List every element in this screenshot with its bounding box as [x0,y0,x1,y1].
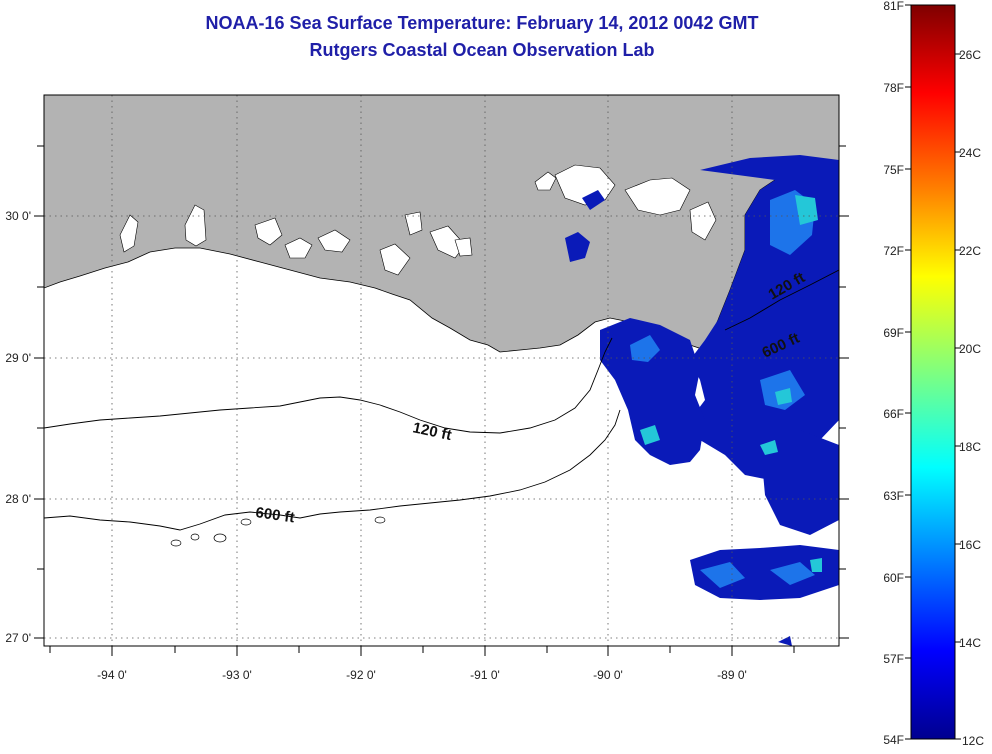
lake [284,237,313,259]
colorbar-f-label: 72F [883,244,904,258]
colorbar-c-label: 22C [959,244,981,258]
lon-label: -89 0' [717,668,747,682]
lon-label: -91 0' [470,668,500,682]
lake [317,229,351,253]
lake [689,201,717,241]
contour-120ft [44,337,613,434]
lat-label: 28 0' [5,492,31,506]
lake [624,177,691,216]
colorbar-f-label: 66F [883,407,904,421]
colorbar-f-label: 54F [883,733,904,747]
lon-label: -93 0' [222,668,252,682]
colorbar-f-label: 63F [883,489,904,503]
colorbar-f-label: 81F [883,0,904,13]
contour-600ft [44,409,621,531]
chart-title: NOAA-16 Sea Surface Temperature: Februar… [205,13,759,33]
lake [404,211,423,236]
lake [119,214,139,253]
colorbar-f-label: 60F [883,571,904,585]
lat-label: 27 0' [5,631,31,645]
colorbar-f-label: 78F [883,81,904,95]
contour-islands [170,516,386,547]
colorbar-c-label: 14C [959,636,981,650]
lake [379,243,411,276]
colorbar-c-label: 20C [959,342,981,356]
lake [184,204,207,247]
lon-label: -92 0' [346,668,376,682]
lon-label: -90 0' [593,668,623,682]
colorbar-c-label: 26C [959,48,981,62]
contour-label-600: 600 ft [254,504,295,526]
colorbar-c-label: 18C [959,440,981,454]
lat-label: 30 0' [5,209,31,223]
colorbar-c-label: 12C [962,734,984,748]
graticule [44,95,839,646]
axis-ticks [34,145,849,656]
colorbar: 81F 78F 75F 72F 69F 66F 63F 60F 57F 54F … [883,0,984,748]
chart-subtitle: Rutgers Coastal Ocean Observation Lab [309,40,655,60]
lat-label: 29 0' [5,351,31,365]
lake [534,171,557,191]
lon-label: -94 0' [97,668,127,682]
colorbar-c-label: 16C [959,538,981,552]
colorbar-gradient [910,4,956,740]
colorbar-c-label: 24C [959,146,981,160]
sst-data [565,155,839,646]
lake [454,237,473,257]
lake [254,217,283,246]
colorbar-f-label: 69F [883,326,904,340]
colorbar-f-label: 75F [883,163,904,177]
contour-600ft-east [724,269,839,331]
map-frame [43,94,840,647]
colorbar-f-label: 57F [883,652,904,666]
